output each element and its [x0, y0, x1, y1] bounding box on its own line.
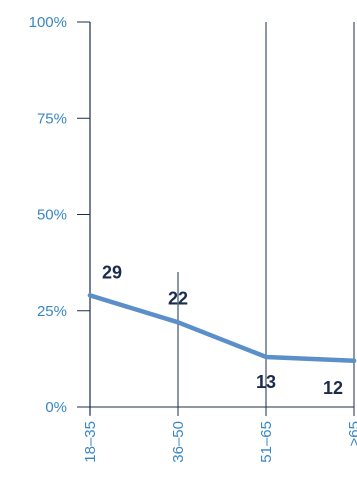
data-label: 22 [168, 288, 188, 308]
y-tick-label: 25% [37, 303, 67, 320]
data-label: 13 [256, 372, 276, 392]
data-label: 29 [102, 262, 122, 282]
x-tick-label: 51–65 [258, 421, 275, 463]
x-tick-label: 18–35 [82, 421, 99, 463]
series-line [87, 293, 357, 364]
y-tick-label: 0% [45, 399, 67, 416]
data-point [263, 354, 269, 360]
y-tick-label: 50% [37, 207, 67, 224]
data-label: 12 [323, 378, 343, 398]
data-point [87, 293, 93, 298]
x-tick-label: >65 [346, 421, 357, 446]
data-point [175, 320, 181, 325]
y-tick-label: 75% [37, 110, 67, 127]
x-tick-label: 36–50 [170, 421, 187, 463]
y-tick-label: 100% [29, 14, 67, 31]
data-point [351, 358, 357, 363]
